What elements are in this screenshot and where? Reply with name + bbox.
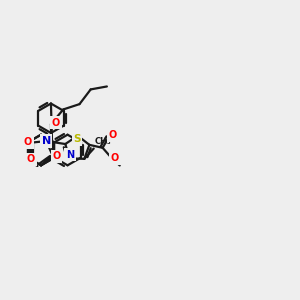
Text: O: O <box>109 130 117 140</box>
Text: S: S <box>73 134 81 144</box>
Text: O: O <box>24 137 32 147</box>
Text: O: O <box>111 153 119 164</box>
Text: CH₃: CH₃ <box>95 137 112 146</box>
Text: O: O <box>52 118 60 128</box>
Text: N: N <box>42 136 51 146</box>
Text: N: N <box>66 150 74 160</box>
Text: O: O <box>27 154 35 164</box>
Text: O: O <box>52 152 61 161</box>
